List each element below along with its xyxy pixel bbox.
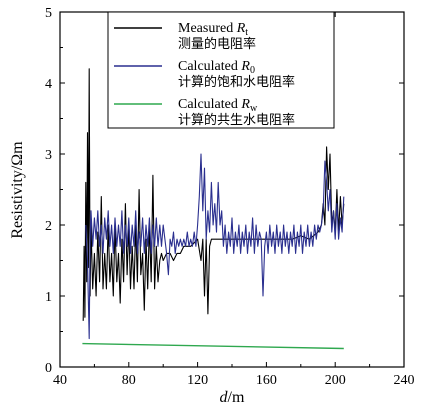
legend-label-0: Measured Rt: [178, 21, 248, 38]
x-axis-title-italic: d: [220, 389, 229, 406]
y-tick-label: 4: [45, 77, 52, 92]
legend-label-symbol: R: [240, 59, 250, 74]
y-tick-label: 3: [45, 148, 52, 163]
legend-label-subscript: 0: [250, 65, 255, 76]
legend-label-2: Calculated Rw: [178, 97, 258, 114]
legend-label-text: Calculated: [178, 97, 241, 112]
legend-label-symbol: R: [240, 97, 250, 112]
legend-label-text: Measured: [178, 21, 237, 36]
y-tick-label: 2: [45, 219, 52, 234]
x-tick-label: 120: [187, 373, 208, 388]
series-line-2: [82, 342, 344, 350]
legend-label-symbol: R: [236, 21, 246, 36]
y-tick-label: 5: [45, 6, 52, 21]
x-axis-title: d/m: [220, 389, 245, 406]
x-tick-label: 200: [325, 373, 346, 388]
legend-label-cn-1: 计算的饱和水电阻率: [178, 74, 295, 90]
legend-label-subscript: t: [245, 27, 248, 38]
y-tick-label: 1: [45, 290, 52, 305]
series-line-0: [82, 68, 345, 321]
legend-label-cn-2: 计算的共生水电阻率: [178, 112, 295, 128]
x-tick-label: 80: [122, 373, 136, 388]
y-tick-label: 0: [45, 361, 52, 376]
legend-label-1: Calculated R0: [178, 59, 255, 76]
y-axis-ticks: 0 1 2 3 4 5: [45, 6, 404, 376]
x-tick-label: 240: [394, 373, 415, 388]
legend-box: [107, 11, 335, 129]
x-axis-title-suffix: /m: [228, 389, 245, 406]
series-line-1: [85, 153, 345, 340]
legend-label-cn-0: 测量的电阻率: [178, 36, 256, 52]
plot-series: [82, 68, 345, 350]
y-axis-title: Resistivity/Ωm: [9, 141, 26, 239]
x-tick-label: 40: [53, 373, 67, 388]
legend-label-subscript: w: [250, 103, 258, 114]
x-tick-label: 160: [256, 373, 277, 388]
legend-label-text: Calculated: [178, 59, 241, 74]
